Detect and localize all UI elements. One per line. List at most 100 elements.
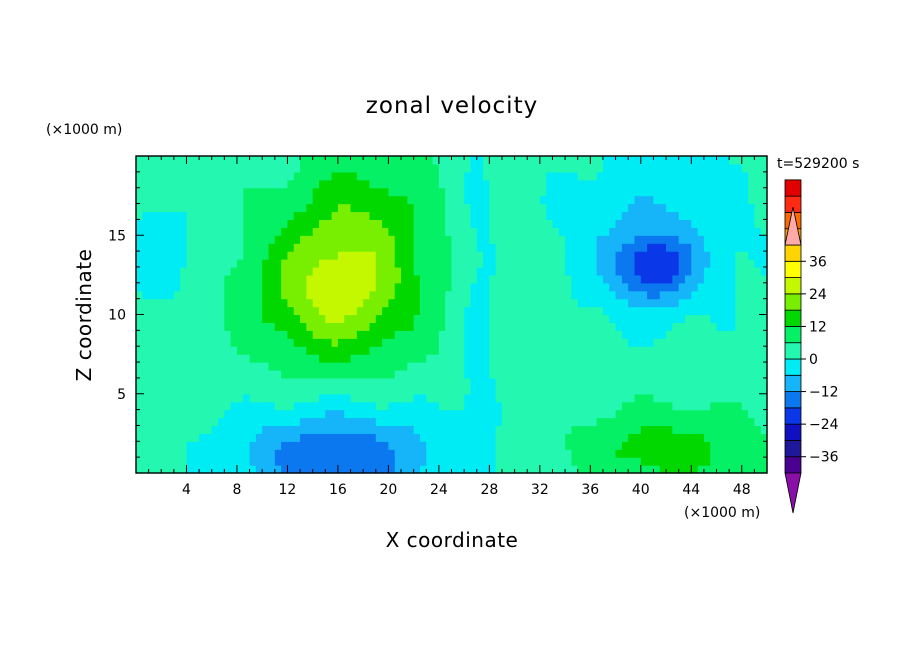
- field-cell: [407, 322, 415, 331]
- field-cell: [224, 306, 232, 316]
- field-cell: [584, 171, 591, 181]
- field-cell: [300, 306, 307, 316]
- field-cell: [382, 243, 389, 252]
- field-cell: [306, 457, 314, 466]
- field-cell: [501, 266, 509, 276]
- field-cell: [413, 243, 421, 252]
- field-cell: [621, 259, 629, 268]
- field-cell: [703, 195, 711, 205]
- field-cell: [666, 179, 673, 189]
- field-cell: [527, 203, 535, 213]
- field-cell: [312, 171, 320, 181]
- field-cell: [621, 235, 629, 244]
- field-cell: [741, 235, 749, 244]
- field-cell: [602, 362, 610, 371]
- field-cell: [318, 298, 326, 308]
- field-cell: [729, 433, 737, 442]
- field-cell: [255, 433, 263, 442]
- field-cell: [243, 179, 251, 189]
- field-cell: [331, 393, 339, 403]
- field-cell: [249, 163, 257, 173]
- field-cell: [489, 401, 497, 411]
- field-cell: [401, 203, 408, 213]
- field-cell: [539, 195, 547, 205]
- field-cell: [495, 282, 503, 292]
- field-cell: [205, 433, 213, 442]
- field-cell: [243, 274, 251, 284]
- field-cell: [514, 156, 522, 165]
- field-cell: [552, 393, 560, 403]
- field-cell: [167, 211, 175, 220]
- field-cell: [615, 433, 623, 442]
- field-cell: [634, 401, 642, 411]
- field-cell: [161, 219, 169, 228]
- field-cell: [173, 441, 181, 450]
- field-cell: [464, 449, 472, 458]
- field-cell: [337, 187, 345, 197]
- field-cell: [634, 259, 642, 268]
- colorbar-swatch: [784, 358, 802, 376]
- field-cell: [697, 362, 705, 371]
- field-cell: [262, 425, 270, 434]
- field-cell: [760, 195, 768, 205]
- field-cell: [451, 163, 459, 173]
- field-cell: [558, 330, 566, 339]
- field-cell: [369, 417, 377, 427]
- field-cell: [375, 346, 383, 355]
- field-cell: [243, 449, 251, 458]
- field-cell: [180, 409, 188, 419]
- field-cell: [539, 235, 547, 244]
- field-cell: [243, 251, 251, 260]
- field-cell: [262, 354, 270, 363]
- field-cell: [691, 163, 699, 173]
- field-cell: [382, 409, 389, 419]
- field-cell: [590, 306, 598, 316]
- field-cell: [167, 417, 175, 427]
- field-cell: [161, 385, 169, 395]
- field-cell: [659, 465, 667, 474]
- field-cell: [432, 401, 440, 411]
- field-cell: [703, 187, 711, 197]
- field-cell: [520, 425, 528, 434]
- field-cell: [451, 179, 459, 189]
- field-cell: [318, 330, 326, 339]
- field-cell: [703, 425, 711, 434]
- field-cell: [672, 322, 680, 331]
- field-cell: [236, 259, 244, 268]
- field-cell: [243, 417, 251, 427]
- field-cell: [180, 274, 188, 284]
- field-cell: [489, 393, 497, 403]
- field-cell: [584, 290, 591, 300]
- field-cell: [224, 314, 232, 324]
- field-cell: [426, 377, 434, 387]
- field-cell: [274, 362, 282, 371]
- field-cell: [609, 338, 617, 347]
- field-cell: [760, 338, 768, 347]
- field-cell: [703, 417, 711, 427]
- field-cell: [584, 346, 591, 355]
- field-cell: [748, 441, 755, 450]
- field-cell: [350, 362, 358, 371]
- field-cell: [382, 425, 389, 434]
- field-cell: [628, 235, 636, 244]
- field-cell: [678, 259, 686, 268]
- field-cell: [602, 227, 610, 236]
- field-cell: [476, 290, 484, 300]
- field-cell: [710, 425, 718, 434]
- field-cell: [375, 171, 383, 181]
- field-cell: [413, 433, 421, 442]
- field-cell: [748, 417, 755, 427]
- field-cell: [565, 171, 572, 181]
- field-cell: [602, 195, 610, 205]
- field-cell: [584, 433, 591, 442]
- field-cell: [173, 465, 181, 474]
- field-cell: [350, 369, 358, 379]
- field-cell: [634, 322, 642, 331]
- field-cell: [634, 282, 642, 292]
- field-cell: [495, 393, 503, 403]
- field-cell: [300, 282, 307, 292]
- field-cell: [483, 290, 490, 300]
- field-cell: [136, 290, 143, 300]
- field-cell: [445, 163, 453, 173]
- field-cell: [230, 298, 238, 308]
